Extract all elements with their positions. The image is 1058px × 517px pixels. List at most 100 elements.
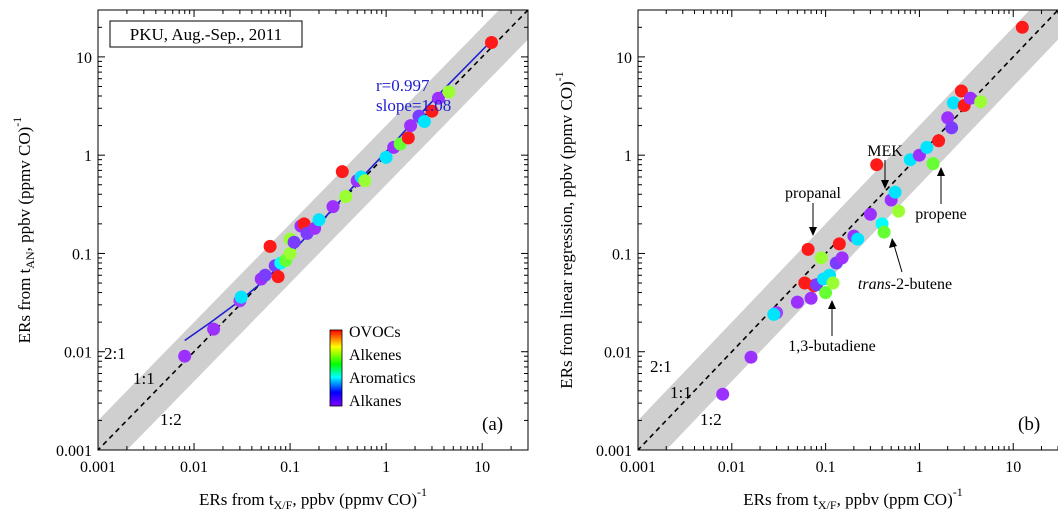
data-point [716, 387, 730, 401]
y-tick-label: 0.001 [596, 443, 632, 460]
data-point [932, 134, 946, 148]
ratio-label-1to2: 1:2 [160, 410, 182, 429]
y-tick-label: 10 [616, 50, 632, 67]
data-point [851, 232, 865, 246]
x-tick-label: 0.01 [718, 459, 746, 476]
data-point [744, 350, 758, 364]
y-tick-label: 0.01 [64, 345, 92, 362]
y-tick-label: 10 [76, 50, 92, 67]
data-point [941, 111, 955, 125]
panel-b-frame [637, 9, 1058, 451]
r-value: r=0.997 [376, 76, 430, 95]
panel-b-x-axis-title: ERs from tX/F, ppbv (ppm CO)-1 [743, 485, 962, 512]
data-point [920, 140, 934, 154]
x-tick-label: 0.1 [280, 459, 300, 476]
data-point [804, 291, 818, 305]
arrowhead-1-3-butadiene [828, 300, 836, 309]
panel-a-ticks: 0.001 0.01 0.1 1 10 0.001 0.01 0.1 1 10 [56, 9, 529, 476]
data-point [767, 307, 781, 321]
data-point [892, 204, 906, 218]
x-tick-label: 0.001 [620, 459, 656, 476]
panel-b-label: (b) [1018, 414, 1040, 435]
panel-a-plot-area [98, 10, 528, 450]
annotation-trans-2-butene: trans-2-butene [858, 276, 952, 293]
x-tick-label: 0.001 [80, 459, 116, 476]
data-point [431, 91, 445, 105]
data-point [404, 119, 418, 133]
x-tick-label: 1 [382, 459, 390, 476]
data-point [234, 290, 248, 304]
data-points [716, 20, 1029, 401]
data-point [339, 190, 353, 203]
y-tick-label: 0.1 [72, 246, 92, 263]
location-box [109, 20, 303, 48]
colorbar-label-aromatics: Aromatics [349, 370, 416, 387]
data-point [835, 251, 849, 265]
annotation-propanal: propanal [785, 185, 842, 202]
x-tick-label: 0.1 [816, 459, 836, 476]
panel-b-plot-area [638, 10, 1058, 450]
panel-b: 0.001 0.01 0.1 1 10 0.001 0.01 0.1 1 10 MEK propa… [552, 9, 1058, 512]
data-point [271, 270, 285, 284]
data-point [819, 286, 833, 300]
data-point [485, 36, 498, 49]
ratio-label-1to2: 1:2 [700, 410, 722, 429]
data-point [312, 213, 326, 227]
one-to-one-dashed-line [638, 10, 1058, 450]
panel-b-ticks: 0.001 0.01 0.1 1 10 0.001 0.01 0.1 1 10 [596, 9, 1058, 476]
data-point [263, 239, 277, 253]
data-point [801, 242, 815, 256]
data-point [283, 246, 297, 260]
data-point [379, 150, 393, 164]
data-point [425, 104, 439, 118]
annotation-1-3-butadiene: 1,3-butadiene [788, 338, 876, 355]
slope-value: slope=1.08 [376, 96, 451, 115]
ratio-label-1to1: 1:1 [670, 383, 692, 402]
ratio-label-1to1: 1:1 [133, 369, 155, 388]
colorbar-label-ovocs: OVOCs [349, 324, 401, 341]
x-tick-label: 10 [1005, 459, 1021, 476]
y-tick-label: 0.1 [612, 246, 632, 263]
data-point [814, 251, 828, 265]
arrowhead-trans-2-butene [889, 238, 897, 248]
panel-a-frame [97, 9, 529, 451]
data-point [258, 268, 272, 282]
panel-b-y-axis-title: ERs from linear regression, ppbv (ppmv C… [552, 71, 576, 388]
data-point [870, 158, 884, 172]
x-tick-label: 0.01 [180, 459, 208, 476]
colorbar [329, 329, 343, 407]
data-point [954, 84, 968, 98]
annotation-propene: propene [915, 206, 967, 223]
data-point [964, 91, 977, 105]
data-point [358, 174, 372, 188]
data-point [877, 225, 891, 239]
data-point [946, 96, 960, 110]
colorbar-label-alkenes: Alkenes [349, 347, 401, 364]
ratio-band [98, 10, 528, 450]
arrowhead-mek [881, 180, 889, 189]
data-point [974, 95, 988, 109]
y-tick-label: 1 [624, 148, 632, 165]
data-point [790, 295, 804, 309]
y-tick-label: 0.01 [604, 345, 632, 362]
ratio-label-2to1: 2:1 [104, 344, 126, 363]
panel-a: 0.001 0.01 0.1 1 10 0.001 0.01 0.1 1 10 PKU, Aug.… [10, 9, 529, 512]
ratio-label-2to1: 2:1 [650, 357, 672, 376]
data-point [888, 185, 902, 199]
data-point [417, 115, 431, 128]
y-tick-label: 1 [84, 148, 92, 165]
data-point [287, 235, 301, 249]
arrowhead-propanal [809, 227, 817, 236]
data-point [326, 200, 340, 214]
x-tick-label: 1 [915, 459, 923, 476]
data-point [335, 165, 349, 179]
y-tick-label: 0.001 [56, 443, 92, 460]
data-point [863, 207, 877, 221]
data-point [945, 121, 959, 135]
x-tick-label: 10 [474, 459, 490, 476]
colorbar-label-alkanes: Alkanes [349, 393, 401, 410]
data-point [832, 237, 846, 251]
data-point [1015, 20, 1029, 34]
annotation-mek: MEK [867, 143, 903, 160]
data-point [178, 349, 192, 363]
